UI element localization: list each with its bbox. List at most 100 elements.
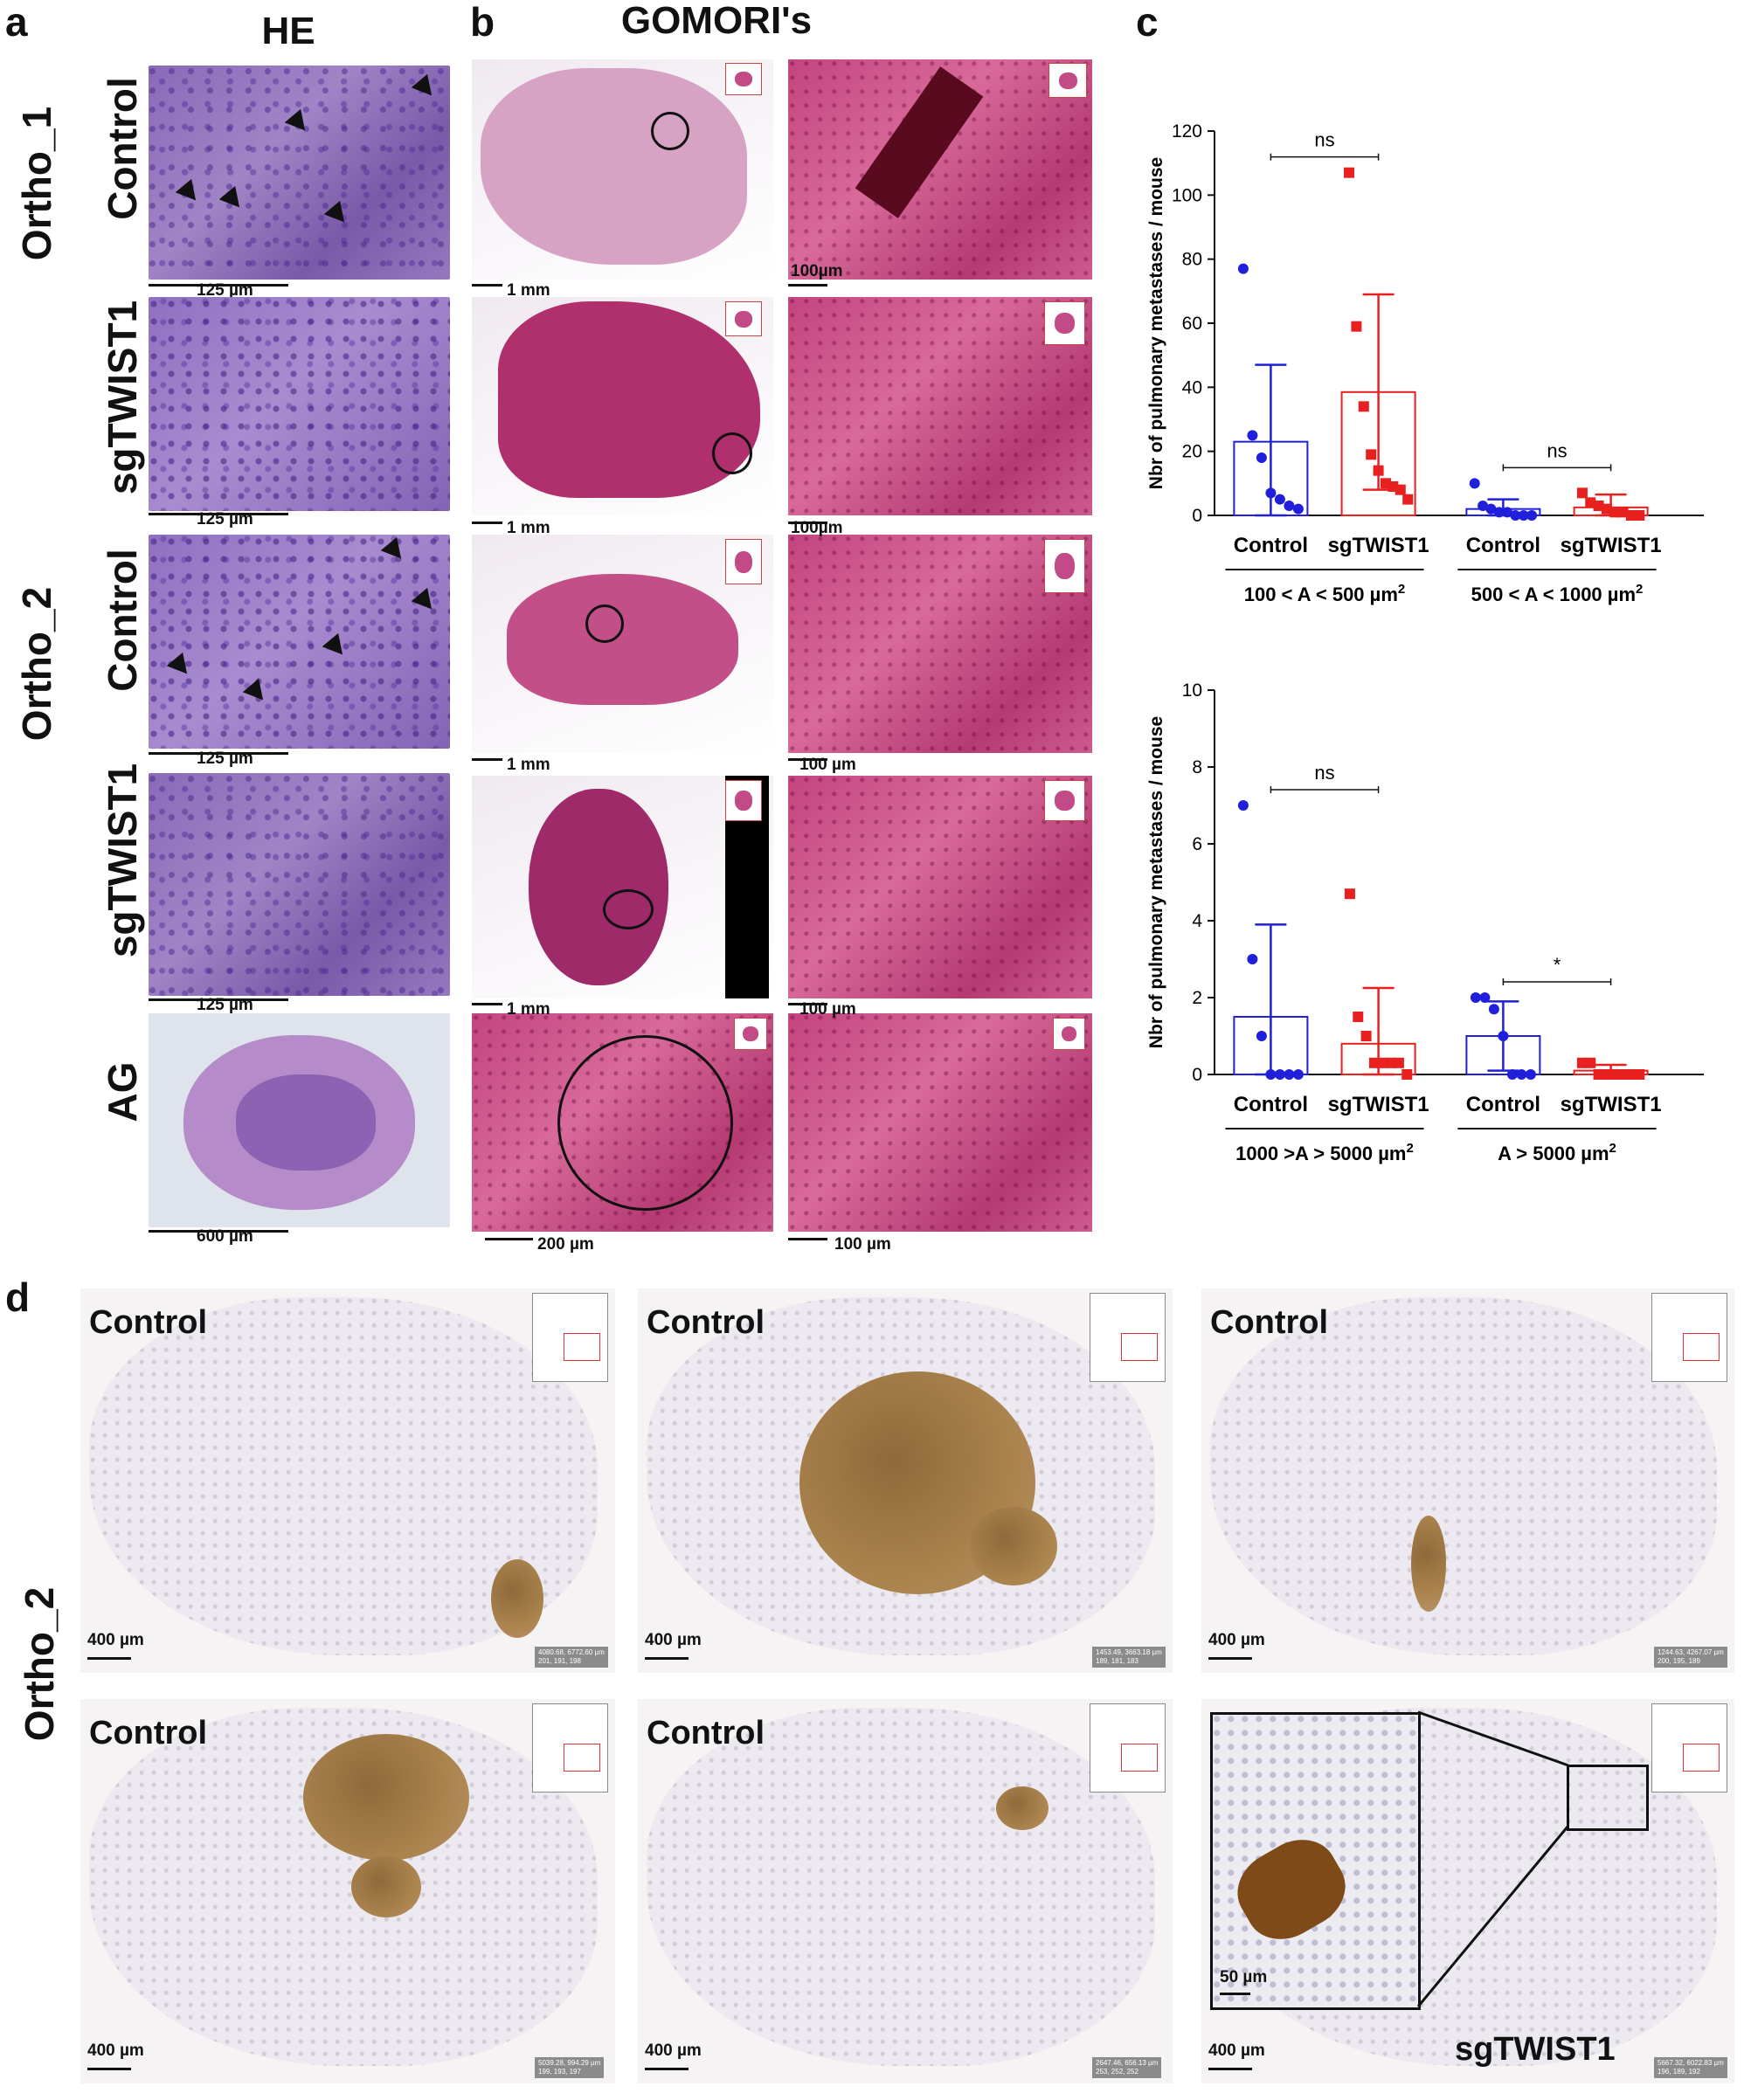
scale-bar [788,1003,827,1005]
scale-bar [788,758,827,761]
data-point [1617,507,1629,518]
thumbnail-icon [1053,1018,1085,1050]
data-point [1617,1069,1629,1080]
scale-bar [788,1238,827,1240]
scale-bar [149,998,288,1001]
scale-bar [149,284,288,287]
scale-label: 100µm [791,262,843,280]
data-point [1274,494,1285,505]
scale-label: 100µm [791,519,843,537]
data-point [1344,888,1355,900]
scale-label: 125 µm [197,996,253,1014]
category-label: sgTWIST1 [1561,1093,1662,1116]
data-point [1256,452,1267,463]
category-label: Control [1234,534,1308,557]
data-point [1401,1069,1413,1080]
data-point [1634,510,1645,521]
data-point [1366,449,1377,460]
thumbnail-icon [1044,780,1085,821]
he-row5-label: AG [100,1061,145,1123]
data-point [1506,1069,1518,1080]
scale-label: 50 µm [1220,1968,1268,1986]
overview-thumbnail-icon [1090,1293,1166,1382]
scale-label: 200 µm [537,1235,594,1254]
panel-c-letter: c [1136,0,1159,45]
scale-label: 400 µm [645,2041,702,2060]
connector-line [1416,1825,1570,2007]
data-point [1576,487,1588,499]
data-point [1585,497,1596,508]
ihc-tile: Control 400 µm 4080.68, 6772.60 µm 201, 19… [80,1288,615,1673]
category-label: Control [1466,534,1540,557]
coordinate-readout: 2647.46, 656.13 µm 253, 252, 252 [1092,2057,1162,2078]
coordinate-readout: 4080.68, 6772.60 µm 201, 191, 198 [535,1647,608,1668]
data-point [1576,1057,1588,1068]
data-point [1385,1057,1396,1068]
scale-bar [645,2068,689,2070]
data-point [1609,507,1621,518]
data-point [1265,1069,1277,1080]
data-point [1526,510,1538,521]
group-label: 1000 >A > 5000 µm2 [1235,1141,1414,1164]
category-label: sgTWIST1 [1328,534,1429,557]
data-point [1525,1069,1536,1080]
overview-thumbnail-icon [1651,1293,1727,1382]
data-point [1284,501,1295,511]
ihc-tile: Control 400 µm 2647.46, 656.13 µm 253, 252… [638,1699,1173,2083]
data-point [1625,510,1637,521]
gomori-overview-5 [472,1013,773,1232]
data-point [1478,501,1489,511]
data-point [1488,1004,1499,1015]
ihc-tile: Control 400 µm 1244.63, 4267.07 µm 200, 19… [1201,1288,1734,1673]
ihc-tile-label: Control [1210,1304,1329,1341]
scale-bar [1208,2068,1252,2070]
thumbnail-icon [725,539,762,584]
scale-label: 100 µm [799,756,856,774]
y-tick-label: 10 [1182,680,1202,701]
lung-section [1210,1297,1717,1655]
he-row4-label: sgTWIST1 [100,763,145,958]
data-point [1516,1069,1527,1080]
y-tick-label: 0 [1192,506,1202,526]
scale-label: 125 µm [197,281,253,300]
panel-a-title: HE [261,10,315,52]
y-tick-label: 40 [1182,377,1202,397]
scale-label: 125 µm [197,510,253,528]
data-point [1353,1012,1364,1022]
scale-bar [472,522,502,524]
y-tick-label: 6 [1192,834,1202,854]
data-point [1284,1069,1295,1080]
scale-label: 1 mm [507,1000,550,1019]
y-axis-label: Nbr of pulmonary metastases / mouse [1146,157,1166,489]
significance-label: ns [1314,129,1334,151]
scale-bar [87,2068,131,2070]
panel-d-letter: d [5,1275,31,1320]
he-image-ag [149,1013,450,1227]
ihc-tile-label: Control [647,1304,765,1341]
gomori-overview-3 [472,535,773,753]
ihc-tile-label: Control [647,1715,765,1751]
group-label: 100 < A < 500 µm2 [1244,582,1406,605]
scale-label: 400 µm [1208,1631,1265,1649]
panel-d-row-label: Ortho_2 [17,1586,62,1742]
scale-bar [472,1003,502,1005]
data-point [1368,1057,1380,1068]
y-tick-label: 60 [1182,314,1202,334]
ihc-tile: Control 400 µm 1453.49, 3663.18 µm 189, 18… [638,1288,1173,1673]
scale-bar [788,284,827,287]
tumor-nodule [1411,1516,1446,1612]
thumbnail-icon [734,1018,767,1050]
data-point [1360,1031,1372,1041]
coordinate-readout: 5039.28, 994.29 µm 199, 193, 197 [535,2057,605,2078]
he-image-ortho1-sgtwist1 [149,297,450,511]
data-point [1510,510,1521,521]
scale-bar [472,758,502,761]
scale-label: 400 µm [645,1631,702,1649]
data-point [1237,263,1249,274]
scale-bar [149,752,288,755]
chart-bottom: 0 2 4 6 8 10 Nbr of pulmonary metastases / mou… [1146,680,1704,1164]
scale-bar [149,1230,288,1233]
data-point [1609,1069,1621,1080]
data-point [1395,484,1406,495]
y-tick-label: 2 [1192,988,1202,1008]
